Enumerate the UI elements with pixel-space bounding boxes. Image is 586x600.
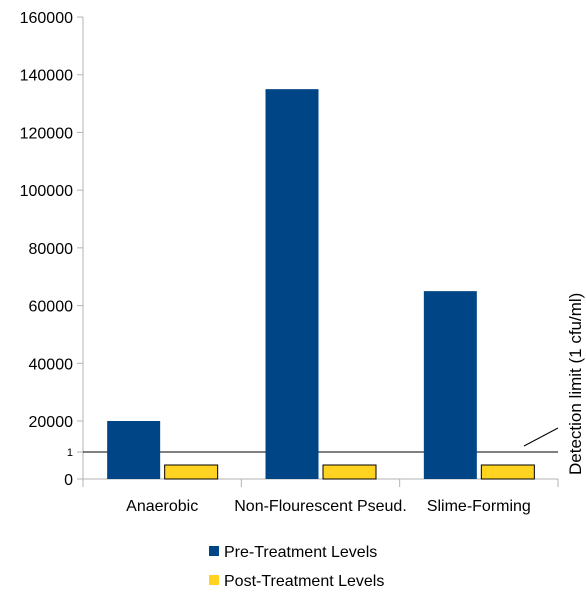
x-category-label: Slime-Forming bbox=[427, 498, 531, 515]
legend-label: Post-Treatment Levels bbox=[224, 573, 384, 590]
y-tick-label: 40000 bbox=[29, 356, 74, 373]
y-tick-label: 160000 bbox=[20, 10, 73, 27]
legend-swatch bbox=[209, 575, 219, 585]
bar-pre-treatment bbox=[423, 291, 477, 479]
legend-label: Pre-Treatment Levels bbox=[224, 544, 377, 561]
y-tick-label: 0 bbox=[64, 472, 73, 489]
y-tick-label: 20000 bbox=[29, 414, 74, 431]
bars bbox=[107, 89, 535, 480]
bar-post-treatment bbox=[322, 464, 377, 480]
axes bbox=[77, 16, 559, 487]
labels: 0120000400006000080000100000120000140000… bbox=[20, 10, 585, 515]
bar-pre-treatment bbox=[107, 421, 161, 479]
detection-limit-label: Detection limit (1 cfu/ml) bbox=[566, 293, 585, 475]
bar-pre-treatment bbox=[265, 89, 319, 480]
x-category-label: Non-Flourescent Pseud. bbox=[234, 498, 407, 515]
detection-limit-pointer bbox=[523, 427, 559, 447]
y-tick-label: 1 bbox=[67, 447, 73, 459]
bar-post-treatment bbox=[480, 464, 535, 480]
legend: Pre-Treatment Levels Post-Treatment Level… bbox=[209, 544, 384, 590]
y-tick-label: 80000 bbox=[29, 241, 74, 258]
y-tick-label: 140000 bbox=[20, 68, 73, 85]
bar-post-treatment bbox=[164, 464, 219, 480]
y-tick-label: 60000 bbox=[29, 299, 74, 316]
x-category-label: Anaerobic bbox=[126, 498, 198, 515]
legend-swatch bbox=[209, 546, 219, 556]
y-tick-label: 100000 bbox=[20, 183, 73, 200]
y-tick-label: 120000 bbox=[20, 125, 73, 142]
